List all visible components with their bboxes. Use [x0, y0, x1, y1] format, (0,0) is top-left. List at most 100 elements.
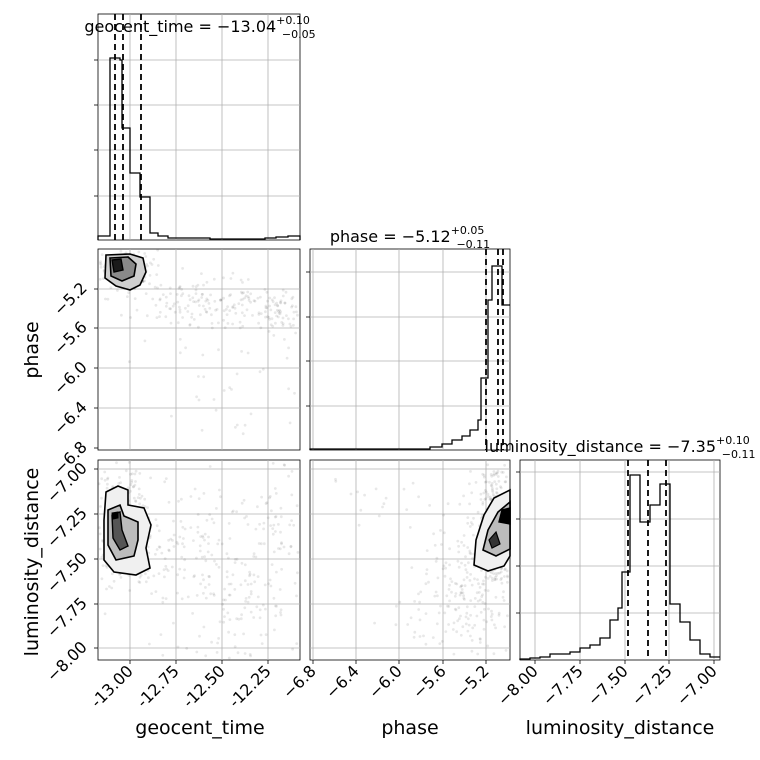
sample-point — [447, 605, 451, 608]
sample-point — [110, 572, 114, 576]
sample-point — [161, 293, 165, 296]
sample-point — [202, 591, 205, 595]
sample-point — [178, 337, 182, 341]
sample-point — [223, 587, 227, 591]
sample-point — [473, 577, 476, 581]
sample-point — [178, 351, 182, 355]
sample-point — [147, 576, 150, 580]
sample-point — [273, 303, 277, 307]
sample-point — [202, 304, 205, 308]
sample-point — [98, 532, 102, 536]
sample-point — [280, 542, 283, 546]
sample-point — [104, 297, 107, 301]
sample-point — [206, 550, 210, 554]
sample-point — [178, 305, 181, 309]
sample-point — [192, 318, 196, 321]
sample-point — [483, 489, 487, 492]
sample-point — [439, 529, 442, 532]
sample-point — [269, 308, 273, 312]
sample-point — [99, 265, 103, 269]
sample-point — [482, 475, 486, 479]
sample-point — [241, 324, 245, 328]
sample-point — [177, 499, 180, 503]
sample-point — [215, 308, 219, 311]
sample-point — [143, 339, 147, 343]
sample-point — [470, 491, 474, 495]
sample-point — [155, 316, 159, 319]
sample-point — [475, 591, 479, 595]
sample-point — [189, 526, 193, 529]
sample-point — [228, 593, 232, 597]
sample-point — [150, 592, 154, 595]
sample-point — [469, 552, 473, 556]
sample-point — [252, 552, 256, 556]
sample-point — [435, 556, 439, 560]
sample-point — [210, 326, 214, 330]
sample-point — [476, 652, 480, 656]
sample-point — [264, 310, 267, 314]
y-axis-label-ldist: luminosity_distance — [21, 468, 43, 657]
sample-point — [275, 308, 279, 312]
sample-point — [161, 653, 165, 657]
sample-point — [196, 525, 200, 529]
sample-point — [157, 545, 161, 549]
sample-point — [483, 588, 487, 592]
sample-point — [418, 635, 422, 638]
panel-frame — [97, 248, 301, 451]
sample-point — [181, 267, 185, 270]
sample-point — [239, 583, 243, 587]
sample-point — [441, 567, 445, 571]
sample-point — [489, 497, 493, 501]
tick-label: −5.2 — [50, 278, 91, 319]
sample-point — [492, 572, 496, 576]
sample-point — [201, 573, 204, 577]
sample-point — [273, 296, 276, 300]
sample-point — [471, 523, 474, 526]
sample-point — [249, 590, 253, 593]
sample-point — [488, 495, 492, 499]
sample-point — [434, 560, 438, 563]
sample-point — [146, 506, 150, 509]
sample-point — [100, 577, 104, 581]
sample-point — [127, 291, 131, 295]
sample-point — [405, 508, 409, 511]
y-ticks — [94, 59, 98, 197]
sample-point — [249, 412, 253, 416]
sample-point — [459, 585, 462, 589]
sample-point — [200, 296, 204, 299]
sample-point — [194, 288, 198, 292]
sample-point — [159, 283, 163, 287]
sample-point — [292, 323, 295, 327]
sample-point — [222, 296, 226, 300]
sample-point — [274, 530, 277, 533]
sample-point — [268, 304, 271, 308]
sample-point — [280, 321, 284, 324]
sample-point — [402, 487, 406, 491]
sample-point — [469, 634, 472, 638]
sample-point — [406, 623, 410, 626]
sample-point — [98, 547, 102, 551]
sample-point — [489, 615, 493, 618]
sample-point — [268, 317, 271, 321]
sample-point — [241, 432, 245, 436]
quantile-lines — [114, 14, 142, 240]
sample-point — [438, 642, 442, 645]
sample-point — [180, 294, 183, 298]
sample-point — [163, 557, 167, 560]
sample-point — [290, 305, 293, 309]
sample-point — [482, 579, 485, 583]
sample-point — [199, 313, 202, 317]
sample-point — [237, 302, 241, 305]
panel-phase-hist: phase = −5.12+0.05 −0.11 — [306, 224, 511, 451]
sample-point — [205, 518, 209, 522]
sample-point — [134, 500, 138, 503]
sample-point — [466, 546, 470, 549]
sample-point — [165, 301, 169, 305]
sample-point — [202, 625, 206, 629]
sample-point — [118, 573, 121, 576]
panel-phase-vs-geocent-time: −5.2 −5.6 −6.0 −6.4 −6.8 phase — [21, 248, 301, 478]
sample-point — [478, 586, 482, 589]
sample-point — [240, 561, 244, 565]
panel-frame — [97, 13, 301, 241]
sample-point — [258, 522, 261, 526]
